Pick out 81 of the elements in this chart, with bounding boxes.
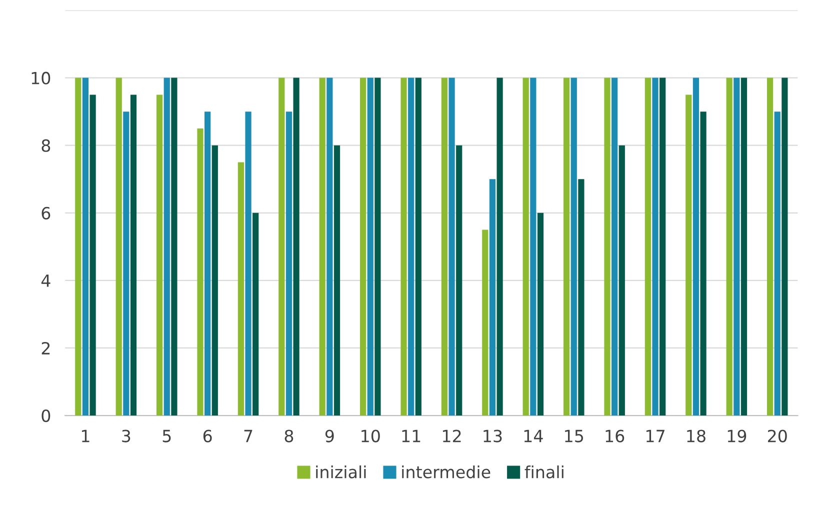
x-tick-label: 8 [284, 430, 294, 442]
x-tick-label: 19 [728, 430, 746, 442]
bar [563, 78, 570, 416]
x-tick-label: 15 [565, 430, 584, 442]
x-tick-label: 18 [687, 430, 706, 442]
bar [286, 112, 292, 416]
bar [489, 179, 496, 416]
bar [238, 162, 244, 416]
bar [686, 94, 692, 416]
bar [700, 112, 706, 416]
bar [278, 78, 285, 416]
bar [537, 212, 544, 416]
bar [612, 78, 618, 416]
bar [197, 128, 204, 416]
bar [618, 145, 625, 416]
x-tick-label: 12 [442, 430, 461, 442]
x-tick-label: 3 [122, 430, 130, 442]
x-tick-label: 6 [203, 430, 212, 442]
x-tick-label: 11 [402, 430, 420, 442]
bar [334, 145, 340, 416]
bar [367, 78, 374, 416]
legend-label: intermedie [402, 465, 490, 478]
bar [530, 78, 536, 416]
x-tick-label: 13 [484, 430, 502, 442]
bar [293, 78, 300, 416]
bar [82, 78, 89, 416]
x-tick-label: 14 [524, 430, 543, 442]
bar [326, 78, 333, 416]
y-tick-label: 0 [42, 409, 50, 422]
y-tick-label: 6 [42, 206, 50, 220]
bar [660, 78, 666, 416]
legend-label: finali [524, 465, 564, 478]
bar [482, 230, 488, 416]
bar [456, 145, 462, 416]
bar [522, 78, 529, 416]
bar [441, 78, 448, 416]
bar [319, 78, 326, 416]
bar [652, 78, 658, 416]
bar [604, 78, 610, 416]
x-tick-label: 17 [646, 430, 664, 442]
y-tick-label: 4 [41, 274, 50, 287]
bar [252, 212, 259, 416]
y-tick-label: 10 [32, 72, 50, 84]
x-tick-label: 5 [162, 430, 171, 442]
bar [734, 78, 740, 416]
bar [116, 78, 122, 416]
bar [130, 94, 137, 416]
bar [245, 112, 252, 416]
bar [90, 94, 96, 416]
bar [578, 179, 584, 416]
bar [164, 78, 170, 416]
bar [774, 112, 780, 416]
bar [204, 112, 211, 416]
bar [692, 78, 700, 416]
bar [400, 78, 407, 416]
bar [448, 78, 455, 416]
x-tick-label: 9 [325, 430, 334, 442]
y-tick-label: 8 [42, 139, 50, 152]
x-tick-label: 16 [606, 430, 624, 442]
bar [496, 78, 503, 416]
bar [415, 78, 422, 416]
x-tick-label: 10 [362, 430, 380, 442]
x-tick-label: 7 [244, 430, 252, 442]
bar [123, 112, 130, 416]
bar [360, 78, 366, 416]
bar [212, 145, 218, 416]
bar [171, 78, 178, 416]
bar [408, 78, 414, 416]
bar [726, 78, 732, 416]
bar [75, 78, 82, 416]
bar [644, 78, 651, 416]
bar [766, 78, 774, 416]
y-tick-label: 2 [42, 342, 50, 354]
bar [782, 78, 788, 416]
bar [374, 78, 381, 416]
x-tick-label: 20 [768, 430, 787, 442]
bar [740, 78, 748, 416]
bar [156, 94, 163, 416]
x-tick-label: 1 [82, 430, 90, 442]
legend-label: iniziali [316, 465, 366, 478]
bar [570, 78, 577, 416]
